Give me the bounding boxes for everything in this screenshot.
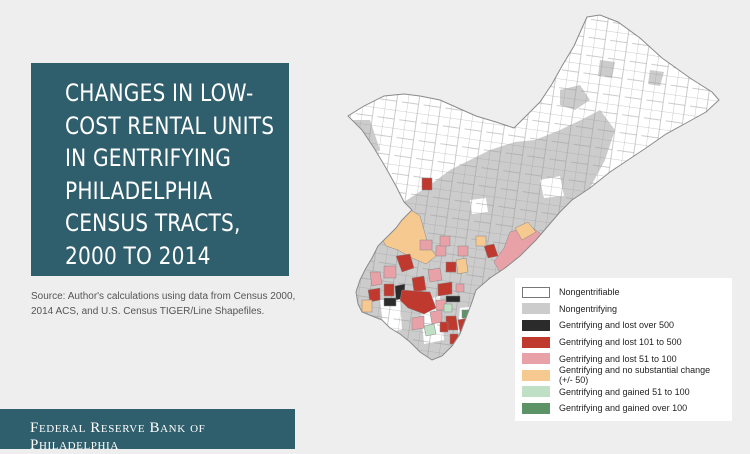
legend-label: Gentrifying and gained over 100 [559,403,688,414]
title-panel: CHANGES IN LOW-COST RENTAL UNITS IN GENT… [31,63,289,276]
legend-swatch [522,402,550,414]
source-note: Source: Author's calculations using data… [31,291,296,317]
legend-label: Gentrifying and no substantial change (+… [559,365,711,386]
legend-item: Gentrifying and lost over 500 [522,317,726,334]
legend-label: Gentrifying and gained 51 to 100 [559,386,690,397]
legend-swatch [522,336,550,348]
legend-swatch [522,369,550,381]
publisher-bar: Federal Reserve Bank of Philadelphia [0,409,295,453]
legend-swatch [522,353,550,365]
legend-label: Nongentrifiable [559,287,620,298]
legend-item: Gentrifying and gained over 100 [522,400,726,417]
legend-item: Nongentrifying [522,301,726,318]
publisher-name: Federal Reserve Bank of Philadelphia [30,420,206,453]
legend-item: Gentrifying and lost 51 to 100 [522,350,726,367]
legend-item: Nongentrifiable [522,284,726,301]
map-legend: Nongentrifiable Nongentrifying Gentrifyi… [515,278,732,421]
legend-item: Gentrifying and lost 101 to 500 [522,334,726,351]
legend-label: Gentrifying and lost 101 to 500 [559,337,682,348]
legend-label: Gentrifying and lost 51 to 100 [559,353,677,364]
map-title: CHANGES IN LOW-COST RENTAL UNITS IN GENT… [65,79,275,270]
legend-item: Gentrifying and no substantial change (+… [522,365,726,386]
legend-swatch [522,386,550,398]
legend-label: Nongentrifying [559,303,618,314]
legend-swatch [522,286,550,298]
legend-swatch [522,303,550,315]
legend-label: Gentrifying and lost over 500 [559,320,675,331]
legend-item: Gentrifying and gained 51 to 100 [522,384,726,401]
legend-swatch [522,319,550,331]
